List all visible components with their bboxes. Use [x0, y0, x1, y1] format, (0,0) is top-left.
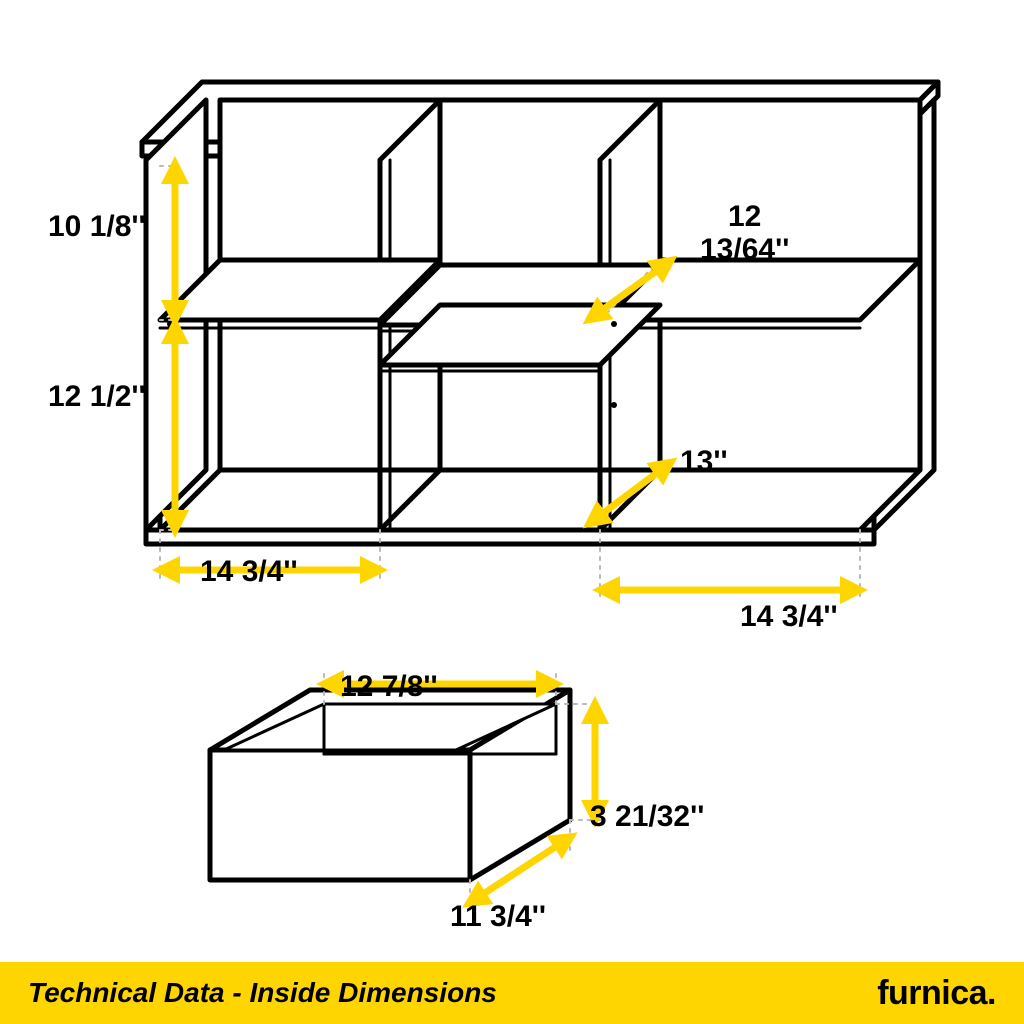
- dim-shelf-lower-height: 12 1/2'': [48, 380, 146, 413]
- dim-shelf-width-left: 14 3/4'': [200, 555, 298, 588]
- dim-shelf-width-right: 14 3/4'': [740, 600, 838, 633]
- dim-drawer-depth: 11 3/4'': [450, 900, 546, 933]
- dim-drawer-height: 3 21/32'': [590, 800, 704, 833]
- footer-bar: Technical Data - Inside Dimensions furni…: [0, 962, 1024, 1024]
- diagram-svg: [0, 0, 1024, 1024]
- dim-shelf-depth-mid: 13'': [680, 445, 728, 478]
- dim-drawer-width: 12 7/8'': [340, 670, 438, 703]
- dim-shelf-depth-top: 1213/64'': [700, 200, 789, 266]
- dim-shelf-upper-height: 10 1/8'': [48, 210, 146, 243]
- diagram-canvas: 10 1/8'' 12 1/2'' 1213/64'' 13'' 14 3/4'…: [0, 0, 1024, 1024]
- footer-title: Technical Data - Inside Dimensions: [28, 977, 497, 1009]
- footer-brand: furnica.: [877, 974, 996, 1013]
